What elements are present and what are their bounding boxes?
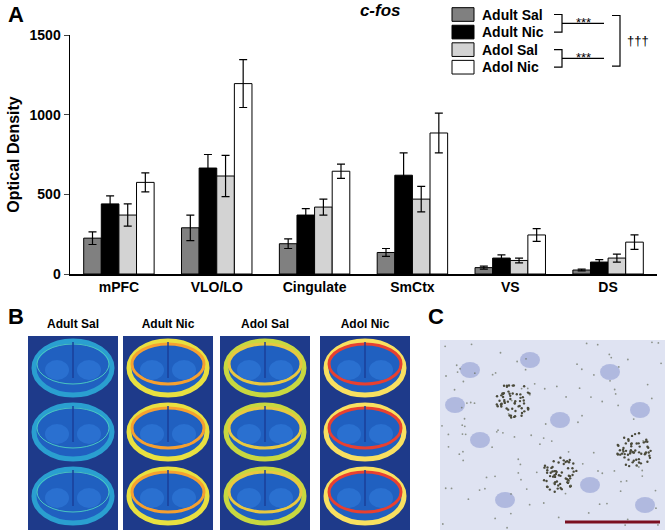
svg-text:Adult Sal: Adult Sal xyxy=(482,7,543,23)
svg-text:B: B xyxy=(8,304,24,329)
svg-text:Optical Density: Optical Density xyxy=(5,96,22,213)
svg-text:c-fos: c-fos xyxy=(360,1,401,20)
svg-text:SmCtx: SmCtx xyxy=(390,279,435,295)
svg-text:***: *** xyxy=(576,15,591,30)
svg-text:Adult Nic: Adult Nic xyxy=(142,317,195,331)
svg-text:VS: VS xyxy=(501,279,520,295)
svg-text:0: 0 xyxy=(53,266,61,282)
svg-text:VLO/LO: VLO/LO xyxy=(191,279,243,295)
svg-text:Adol Nic: Adol Nic xyxy=(341,317,390,331)
svg-text:Adol Sal: Adol Sal xyxy=(241,317,289,331)
svg-text:DS: DS xyxy=(598,279,617,295)
svg-text:1000: 1000 xyxy=(30,107,61,123)
html-text:A: A xyxy=(8,2,24,27)
svg-text:Adol Nic: Adol Nic xyxy=(482,59,539,75)
svg-text:mPFC: mPFC xyxy=(99,279,139,295)
svg-text:†††: ††† xyxy=(627,33,649,48)
svg-text:***: *** xyxy=(576,50,591,65)
svg-text:1500: 1500 xyxy=(30,27,61,43)
svg-text:Adult Sal: Adult Sal xyxy=(47,317,99,331)
svg-text:Adol Sal: Adol Sal xyxy=(482,42,538,58)
svg-text:500: 500 xyxy=(37,186,61,202)
svg-text:Adult Nic: Adult Nic xyxy=(482,24,544,40)
svg-text:Cingulate: Cingulate xyxy=(283,279,347,295)
svg-text:C: C xyxy=(428,304,444,329)
